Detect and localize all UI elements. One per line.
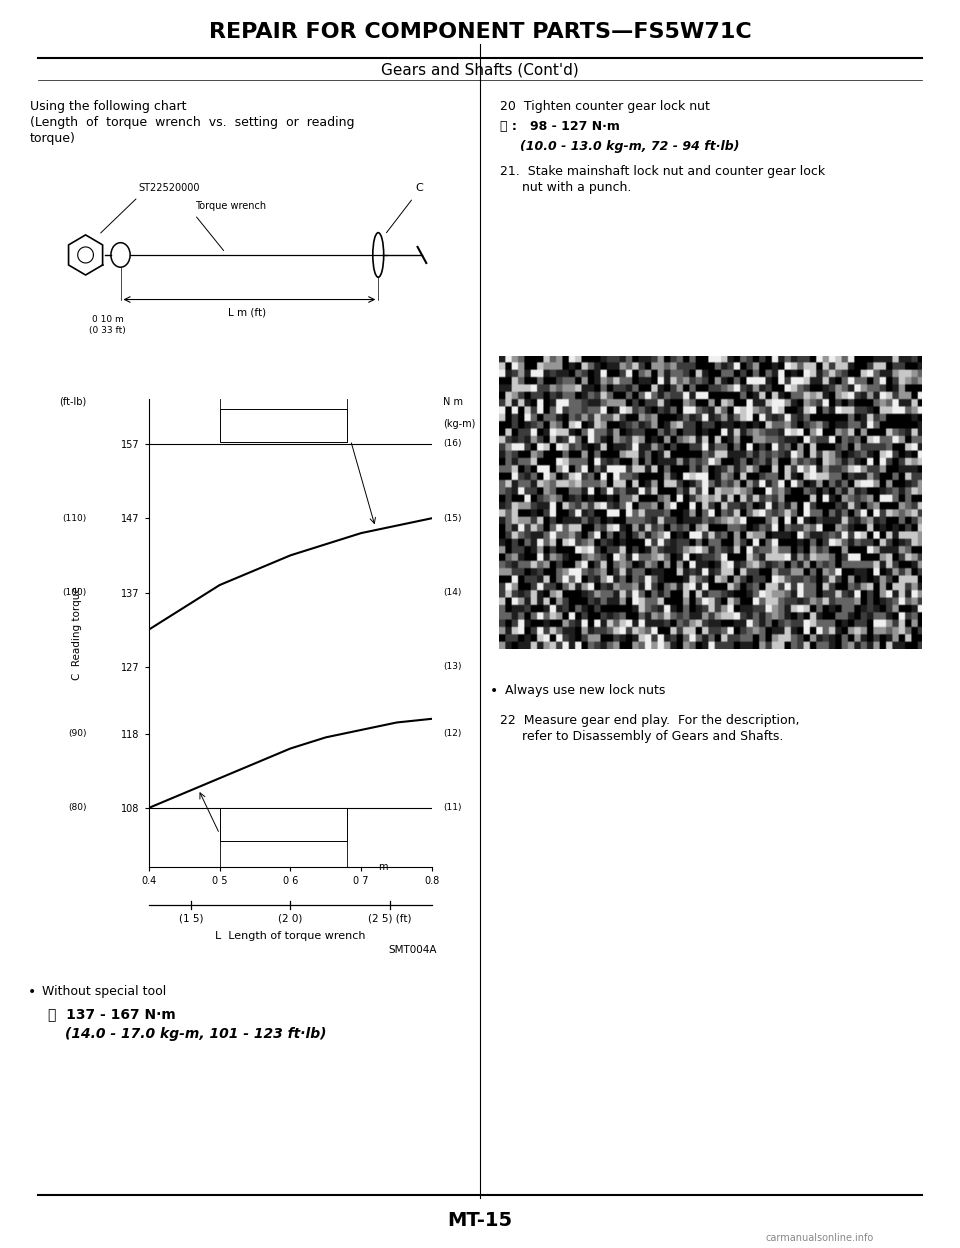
Text: 20  Tighten counter gear lock nut: 20 Tighten counter gear lock nut xyxy=(500,100,709,114)
Y-axis label: C  Reading torque: C Reading torque xyxy=(72,587,83,680)
Bar xyxy=(220,807,347,841)
Text: nut with a punch.: nut with a punch. xyxy=(522,181,632,193)
Text: Lower limit line: Lower limit line xyxy=(252,820,316,829)
Text: (80): (80) xyxy=(68,804,86,812)
Text: (13): (13) xyxy=(444,663,462,671)
Text: 21.  Stake mainshaft lock nut and counter gear lock: 21. Stake mainshaft lock nut and counter… xyxy=(500,165,826,178)
Text: Without special tool: Without special tool xyxy=(42,986,166,998)
Text: (2 5) (ft): (2 5) (ft) xyxy=(368,914,411,924)
Text: m: m xyxy=(378,862,388,872)
Text: REPAIR FOR COMPONENT PARTS—FS5W71C: REPAIR FOR COMPONENT PARTS—FS5W71C xyxy=(208,22,752,42)
Text: s: s xyxy=(708,364,713,374)
Text: 22  Measure gear end play.  For the description,: 22 Measure gear end play. For the descri… xyxy=(500,714,800,726)
Text: ⎙  137 - 167 N·m: ⎙ 137 - 167 N·m xyxy=(48,1007,176,1021)
Text: Always use new lock nuts: Always use new lock nuts xyxy=(505,684,665,696)
Text: •: • xyxy=(490,684,498,698)
Text: (ft-lb): (ft-lb) xyxy=(60,397,86,407)
Text: torque): torque) xyxy=(30,132,76,145)
Text: Upper limit line: Upper limit line xyxy=(251,421,316,429)
Text: L  Length of torque wrench: L Length of torque wrench xyxy=(215,931,366,941)
Text: (12): (12) xyxy=(444,729,462,738)
Text: (11): (11) xyxy=(444,804,462,812)
Text: L m (ft): L m (ft) xyxy=(228,307,266,317)
Text: ST22520000: ST22520000 xyxy=(138,183,200,193)
Text: Gears and Shafts (Cont'd): Gears and Shafts (Cont'd) xyxy=(381,62,579,77)
Text: (100): (100) xyxy=(62,588,86,597)
Text: (1 5): (1 5) xyxy=(179,914,204,924)
Text: (16): (16) xyxy=(444,439,462,448)
Text: carmanualsonline.info: carmanualsonline.info xyxy=(766,1233,875,1243)
Text: •: • xyxy=(28,986,36,1000)
Text: (Length  of  torque  wrench  vs.  setting  or  reading: (Length of torque wrench vs. setting or … xyxy=(30,116,354,129)
Text: ⎙ :   98 - 127 N·m: ⎙ : 98 - 127 N·m xyxy=(500,120,620,134)
Text: Using the following chart: Using the following chart xyxy=(30,100,186,114)
Text: refer to Disassembly of Gears and Shafts.: refer to Disassembly of Gears and Shafts… xyxy=(522,730,783,743)
Text: N m: N m xyxy=(444,397,464,407)
Text: (15): (15) xyxy=(444,514,462,523)
Text: (14): (14) xyxy=(444,588,462,597)
Text: (90): (90) xyxy=(68,729,86,738)
Text: (110): (110) xyxy=(62,514,86,523)
Text: Torque wrench: Torque wrench xyxy=(195,201,266,211)
Text: MT-15: MT-15 xyxy=(447,1211,513,1229)
Text: SMT004A: SMT004A xyxy=(389,946,437,956)
Text: (14.0 - 17.0 kg-m, 101 - 123 ft·lb): (14.0 - 17.0 kg-m, 101 - 123 ft·lb) xyxy=(65,1027,326,1041)
Text: (2 0): (2 0) xyxy=(278,914,302,924)
Text: (10.0 - 13.0 kg-m, 72 - 94 ft·lb): (10.0 - 13.0 kg-m, 72 - 94 ft·lb) xyxy=(520,140,739,154)
Bar xyxy=(220,409,347,443)
Text: 0 10 m
(0 33 ft): 0 10 m (0 33 ft) xyxy=(89,316,126,334)
Text: C: C xyxy=(416,183,423,193)
Text: (kg-m): (kg-m) xyxy=(444,419,476,429)
